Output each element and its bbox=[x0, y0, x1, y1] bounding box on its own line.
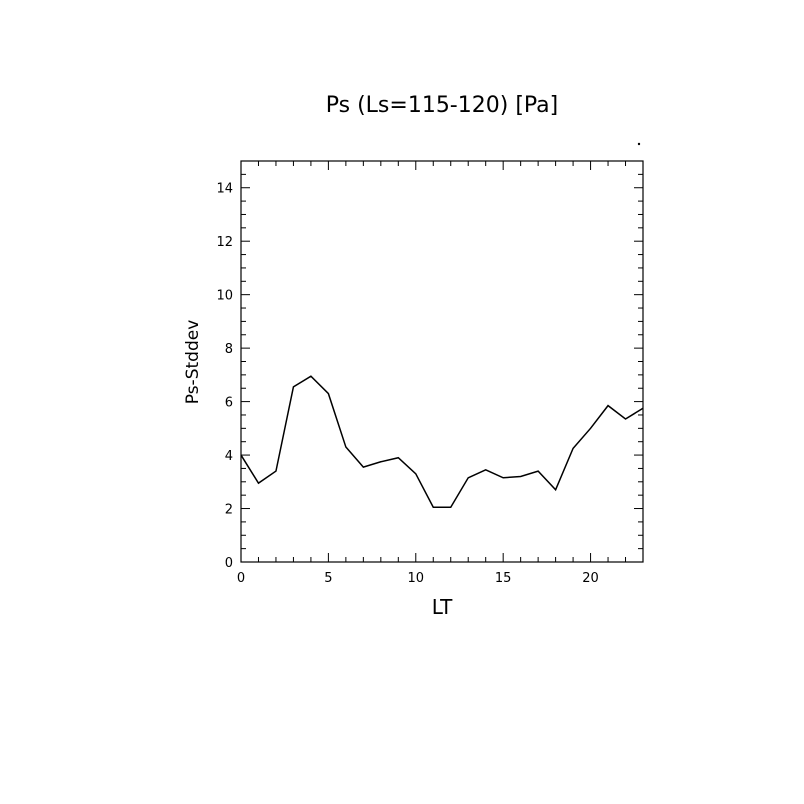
y-tick-label: 0 bbox=[225, 556, 233, 571]
y-tick-label: 14 bbox=[216, 182, 233, 197]
tick-labels: 0 5 10 15 20 0 2 4 6 8 10 12 14 bbox=[216, 182, 598, 586]
series-group bbox=[240, 375, 644, 508]
y-axis-title: Ps-Stddev bbox=[183, 320, 203, 405]
chart-title: Ps (Ls=115-120) [Pa] bbox=[326, 93, 559, 118]
x-axis-title: LT bbox=[432, 595, 453, 619]
y-tick-label: 2 bbox=[225, 503, 233, 518]
x-tick-label: 0 bbox=[237, 571, 245, 586]
y-tick-label: 10 bbox=[216, 289, 233, 304]
y-tick-label: 8 bbox=[225, 342, 233, 357]
plot-frame bbox=[240, 160, 644, 563]
y-tick-label: 4 bbox=[225, 449, 233, 464]
y-tick-label: 12 bbox=[216, 235, 233, 250]
x-tick-label: 10 bbox=[408, 571, 425, 586]
corner-dot bbox=[637, 142, 641, 146]
y-tick-label: 6 bbox=[225, 396, 233, 411]
x-tick-label: 20 bbox=[582, 571, 599, 586]
axis-ticks bbox=[240, 160, 644, 563]
series-line bbox=[240, 375, 644, 508]
x-tick-label: 5 bbox=[324, 571, 332, 586]
x-tick-label: 15 bbox=[495, 571, 512, 586]
